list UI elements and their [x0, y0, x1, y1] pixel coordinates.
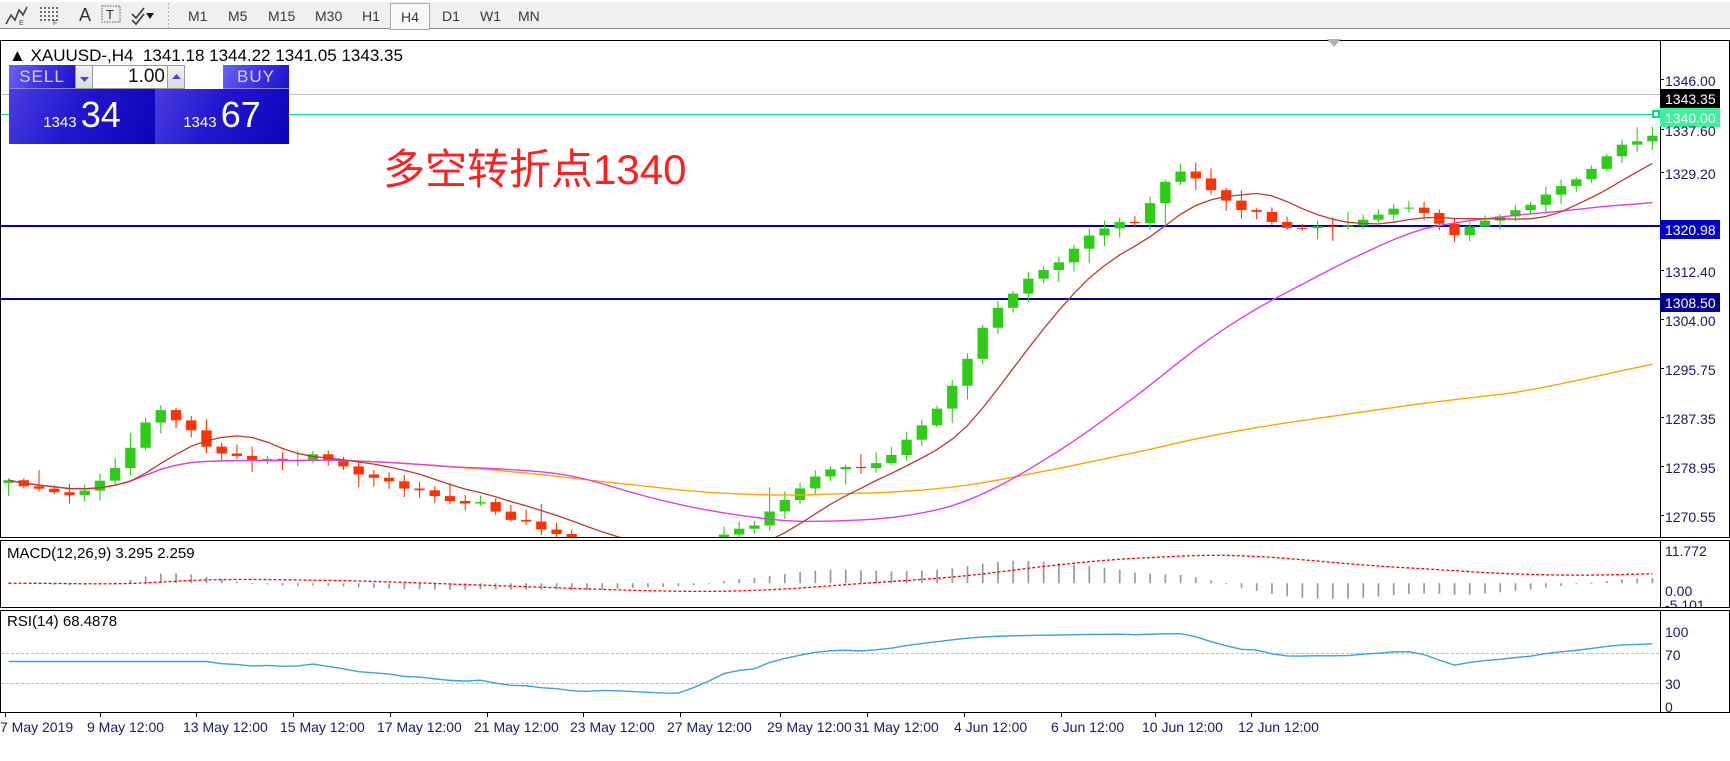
svg-text:T: T	[106, 7, 114, 22]
svg-text:E: E	[19, 20, 24, 27]
svg-text:F: F	[53, 20, 57, 27]
